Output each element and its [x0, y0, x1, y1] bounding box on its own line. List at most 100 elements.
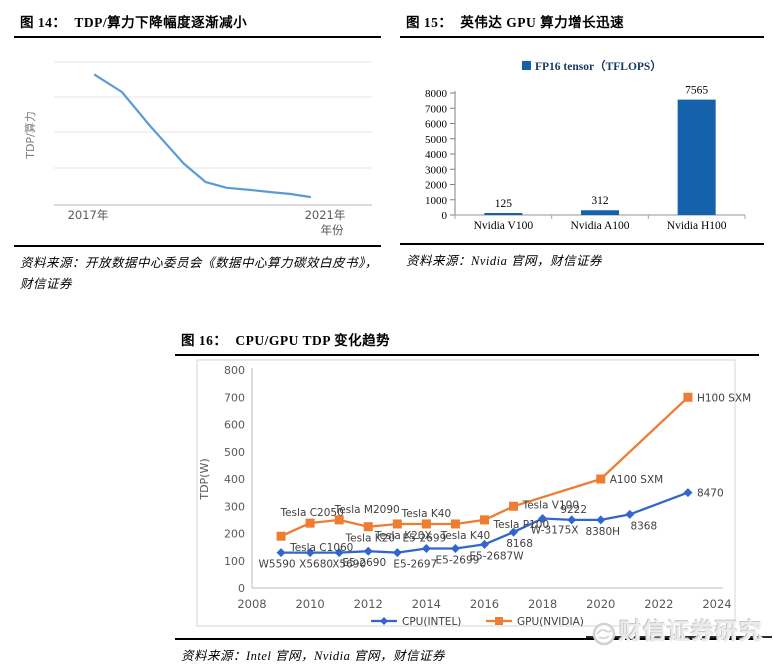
svg-text:E5-2697: E5-2697	[393, 559, 437, 571]
svg-text:600: 600	[224, 419, 245, 432]
svg-text:X5680: X5680	[299, 559, 333, 571]
svg-text:400: 400	[224, 473, 245, 486]
svg-text:300: 300	[224, 500, 245, 513]
figure16-chart: 0 100 200 300 400 500 600 700 800 2008 2010 2012 201…	[175, 356, 759, 638]
figure14-chart: TDP/算力 2017年 2021年 年份	[14, 38, 381, 245]
svg-text:W-3175X: W-3175X	[531, 525, 579, 537]
svg-text:2008: 2008	[237, 597, 266, 611]
figure15-title-text: 英伟达 GPU 算力增长迅速	[460, 15, 625, 30]
svg-text:2020: 2020	[586, 597, 615, 611]
svg-text:1000: 1000	[425, 195, 448, 207]
svg-text:800: 800	[224, 364, 245, 377]
fig16-legend: CPU(INTEL) GPU(NVIDIA)	[371, 616, 584, 628]
figure16-title: 图 16： CPU/GPU TDP 变化趋势	[175, 323, 759, 356]
figure15-block: 图 15： 英伟达 GPU 算力增长迅速 0 1000 2000 3000 4000 500…	[400, 5, 764, 272]
svg-text:2012: 2012	[354, 597, 383, 611]
figure15-title: 图 15： 英伟达 GPU 算力增长迅速	[400, 5, 764, 38]
svg-text:Tesla C2050: Tesla C2050	[279, 507, 343, 519]
figure14-title: 图 14： TDP/算力下降幅度逐渐减小	[14, 5, 381, 38]
svg-text:3000: 3000	[425, 164, 448, 176]
svg-text:2018: 2018	[528, 597, 557, 611]
fig16-plot: 0 100 200 300 400 500 600 700 800 2008 2010 2012 201…	[198, 364, 751, 611]
fig14-series-line	[93, 73, 312, 199]
figure15-chart: 0 1000 2000 3000 4000 5000 6000 7000 8000 125 Nvid…	[400, 38, 764, 243]
svg-text:E5-2699: E5-2699	[402, 532, 446, 544]
svg-text:2024: 2024	[702, 597, 731, 611]
svg-text:E5-2687W: E5-2687W	[469, 550, 524, 562]
svg-text:4000: 4000	[425, 149, 448, 161]
svg-text:GPU(NVIDIA): GPU(NVIDIA)	[517, 616, 584, 628]
bar-nvidia-h100	[677, 99, 716, 215]
watermark-strike-line	[586, 636, 772, 638]
svg-text:W5590: W5590	[259, 559, 296, 571]
svg-text:A100 SXM: A100 SXM	[610, 474, 663, 486]
figure14-title-text: TDP/算力下降幅度逐渐减小	[74, 15, 248, 30]
svg-text:8470: 8470	[697, 488, 724, 500]
svg-text:Tesla K40: Tesla K40	[440, 530, 491, 542]
svg-text:Tesla K20: Tesla K20	[345, 533, 396, 545]
svg-text:9222: 9222	[560, 504, 587, 516]
svg-text:2016: 2016	[470, 597, 499, 611]
svg-text:Tesla K20X: Tesla K20X	[374, 530, 432, 542]
figure16-title-prefix: 图 16：	[181, 333, 228, 348]
svg-text:E5-2690: E5-2690	[342, 557, 386, 569]
watermark: 财信证券研究	[586, 609, 774, 659]
svg-text:2022: 2022	[644, 597, 673, 611]
svg-text:H100 SXM: H100 SXM	[697, 392, 751, 404]
figure15-bar-chart: 0 1000 2000 3000 4000 5000 6000 7000 8000 125 Nvid…	[425, 59, 746, 232]
svg-text:Tesla C1060: Tesla C1060	[289, 542, 353, 554]
svg-text:125: 125	[495, 198, 512, 210]
svg-text:Nvidia V100: Nvidia V100	[474, 220, 534, 232]
brand-logo-icon	[592, 622, 616, 651]
figure16-source: 资料来源：Intel 官网，Nvidia 官网，财信证券	[175, 638, 759, 667]
figure16-block: 图 16： CPU/GPU TDP 变化趋势 0 100 200 300 400 500 60…	[175, 323, 759, 667]
svg-text:8380H: 8380H	[585, 526, 620, 538]
svg-text:8168: 8168	[506, 538, 533, 550]
svg-text:TDP/算力: TDP/算力	[23, 111, 37, 160]
figure14-source: 资料来源：开放数据中心委员会《数据中心算力碳效白皮书》，财信证券	[14, 245, 381, 294]
fig15-legend: FP16 tensor（TFLOPS）	[522, 59, 662, 73]
svg-text:7000: 7000	[425, 103, 448, 115]
svg-text:2014: 2014	[412, 597, 441, 611]
svg-text:0: 0	[238, 582, 245, 595]
svg-text:200: 200	[224, 528, 245, 541]
svg-text:8368: 8368	[630, 520, 657, 532]
svg-text:E5-2699: E5-2699	[436, 554, 480, 566]
svg-text:100: 100	[224, 555, 245, 568]
svg-text:CPU(INTEL): CPU(INTEL)	[402, 616, 461, 628]
figure16-line-chart: 0 100 200 300 400 500 600 700 800 2008 2010 2012 201…	[196, 359, 751, 628]
figure16-title-text: CPU/GPU TDP 变化趋势	[235, 333, 391, 348]
figure14-title-prefix: 图 14：	[20, 15, 67, 30]
watermark-text: 财信证券研究	[619, 618, 763, 644]
svg-text:Tesla K40: Tesla K40	[401, 508, 452, 520]
svg-text:500: 500	[224, 446, 245, 459]
svg-text:2010: 2010	[295, 597, 324, 611]
svg-text:年份: 年份	[321, 223, 344, 237]
bar-nvidia-v100	[484, 213, 523, 215]
svg-text:5000: 5000	[425, 134, 448, 146]
bar-nvidia-a100	[581, 210, 619, 215]
svg-text:Nvidia H100: Nvidia H100	[667, 220, 727, 232]
fig15-plot: 0 1000 2000 3000 4000 5000 6000 7000 8000 125 Nvid…	[425, 85, 746, 232]
figure14-block: 图 14： TDP/算力下降幅度逐渐减小 TDP/算力 2017年 2021年 年份 资…	[14, 5, 381, 294]
svg-text:2021年: 2021年	[305, 208, 346, 222]
svg-text:Tesla M2090: Tesla M2090	[334, 504, 400, 516]
svg-text:700: 700	[224, 391, 245, 404]
svg-text:Nvidia A100: Nvidia A100	[570, 220, 629, 232]
svg-text:8000: 8000	[425, 88, 448, 100]
svg-text:Tesla P100: Tesla P100	[493, 519, 550, 531]
svg-text:2000: 2000	[425, 180, 448, 192]
svg-text:X5690: X5690	[332, 559, 366, 571]
svg-text:6000: 6000	[425, 119, 448, 131]
legend-swatch-fp16	[522, 61, 531, 70]
figure15-source: 资料来源：Nvidia 官网，财信证券	[400, 243, 764, 272]
svg-text:TDP(W): TDP(W)	[198, 458, 211, 500]
figure15-title-prefix: 图 15：	[406, 15, 453, 30]
svg-text:312: 312	[591, 195, 609, 207]
svg-text:7565: 7565	[685, 85, 708, 97]
